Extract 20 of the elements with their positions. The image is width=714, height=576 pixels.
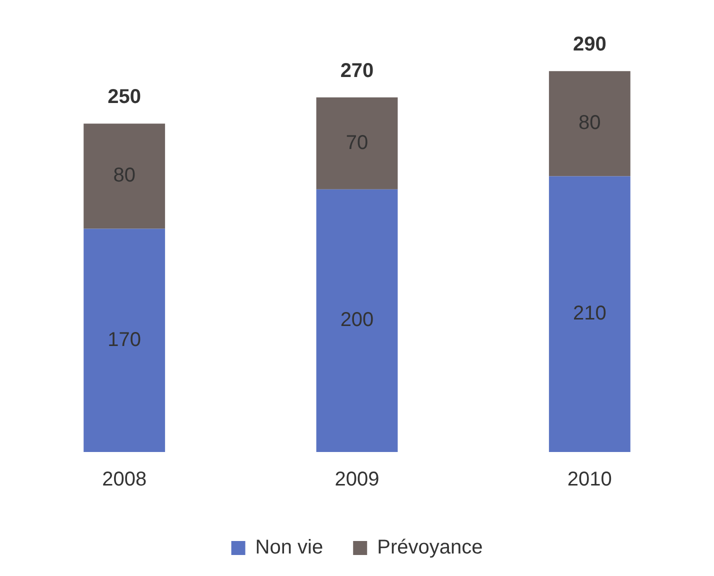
data-label: 80 (113, 164, 136, 187)
bar (316, 189, 398, 452)
bar (84, 228, 166, 452)
x-tick-label: 2009 (334, 468, 380, 491)
total-label: 270 (340, 60, 374, 82)
data-label: 200 (340, 309, 374, 332)
data-label: 170 (108, 328, 142, 351)
data-label: 210 (572, 302, 606, 325)
x-tick-label: 2010 (567, 468, 612, 491)
legend-label: Prévoyance (377, 536, 483, 559)
total-label: 250 (108, 86, 142, 108)
total-label: 290 (572, 34, 606, 56)
bar (84, 124, 166, 229)
data-label: 80 (578, 112, 601, 134)
x-tick-label: 2008 (102, 468, 147, 491)
bar (548, 176, 630, 452)
legend-label: Non vie (255, 536, 324, 559)
bar (548, 71, 630, 176)
bar (316, 97, 398, 190)
data-label: 70 (346, 132, 368, 154)
